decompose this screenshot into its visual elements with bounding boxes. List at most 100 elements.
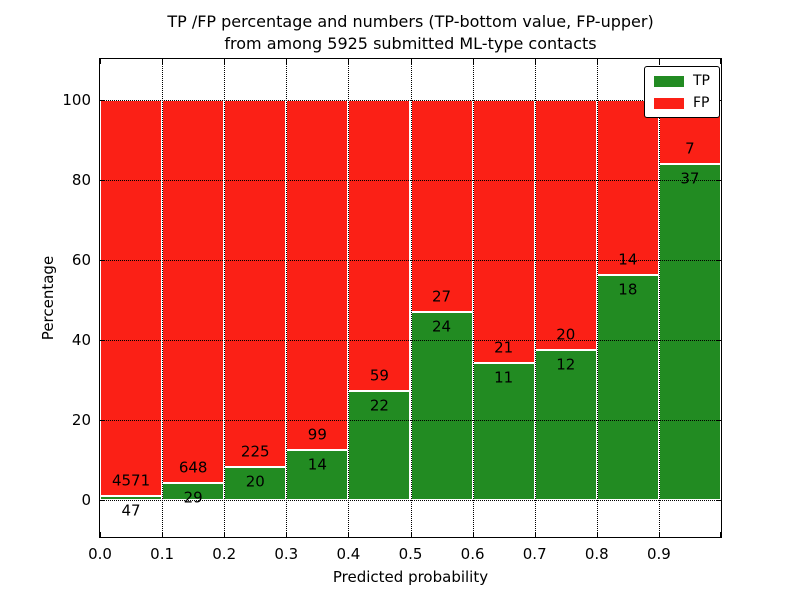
tp-count-label: 12 [556, 355, 576, 374]
y-tick-mark [716, 180, 721, 181]
x-tick-mark [410, 532, 412, 537]
chart-title-line2: from among 5925 submitted ML-type contac… [224, 34, 597, 53]
tp-count-label: 14 [307, 455, 327, 474]
fp-count-label: 27 [432, 287, 452, 306]
x-tick-mark [162, 59, 164, 64]
bar-segment-tp [224, 467, 287, 500]
legend-entry: TP [654, 74, 710, 88]
tp-count-label: 47 [121, 501, 141, 520]
x-tick-mark [472, 59, 474, 64]
y-tick-label: 80 [71, 171, 91, 189]
bar-segment-tp [596, 275, 659, 500]
v-gridline [472, 59, 474, 537]
x-tick-mark [720, 59, 721, 64]
x-tick-label: 0.8 [584, 545, 609, 563]
x-axis-label: Predicted probability [332, 568, 489, 586]
legend: TP FP [644, 66, 720, 118]
v-gridline [224, 59, 226, 537]
bar-segment-tp [100, 495, 163, 500]
y-tick-mark [100, 500, 105, 501]
legend-entry-label: FP [693, 95, 710, 111]
fp-count-label: 4571 [111, 471, 151, 490]
x-tick-mark [596, 59, 598, 64]
y-tick-label: 20 [71, 411, 91, 429]
v-gridline [534, 59, 536, 537]
x-tick-label: 0.7 [522, 545, 547, 563]
x-tick-label: 0.1 [150, 545, 175, 563]
x-tick-label: 0.6 [460, 545, 485, 563]
x-tick-mark [224, 532, 226, 537]
tp-count-label: 18 [618, 280, 638, 299]
bar-segment-fp [410, 100, 473, 312]
x-tick-mark [100, 532, 101, 537]
y-tick-mark [716, 500, 721, 501]
y-tick-mark [716, 340, 721, 341]
bar-segment-fp [100, 100, 163, 496]
y-tick-mark [100, 340, 105, 341]
x-tick-mark [162, 532, 164, 537]
bar-segment-fp [348, 100, 411, 392]
chart-title: TP /FP percentage and numbers (TP-bottom… [99, 11, 722, 55]
v-gridline [410, 59, 412, 537]
legend-entry: FP [654, 96, 710, 110]
x-tick-mark [100, 59, 101, 64]
bar-segment-fp [596, 100, 659, 275]
chart-title-line1: TP /FP percentage and numbers (TP-bottom… [167, 12, 654, 31]
tp-count-label: 20 [245, 472, 265, 491]
x-tick-label: 0.2 [212, 545, 237, 563]
x-tick-mark [534, 532, 536, 537]
bar-segment-fp [162, 100, 225, 483]
fp-count-label: 59 [369, 366, 389, 385]
x-tick-label: 0.4 [336, 545, 361, 563]
x-tick-label: 0.5 [398, 545, 423, 563]
fp-count-label: 225 [240, 442, 270, 461]
v-gridline [162, 59, 164, 537]
y-tick-mark [100, 420, 105, 421]
plot-area: TP FP 4571 47 648 29 225 20 99 14 59 22 27 24 21 11 20 1… [99, 58, 722, 538]
x-tick-mark [472, 532, 474, 537]
fp-count-label: 21 [494, 338, 514, 356]
x-tick-mark [720, 532, 721, 537]
v-gridline [596, 59, 598, 537]
fp-count-label: 20 [556, 325, 576, 344]
y-tick-label: 0 [81, 491, 91, 509]
x-tick-mark [286, 532, 288, 537]
x-tick-mark [286, 59, 288, 64]
tp-count-label: 24 [432, 317, 452, 336]
y-tick-mark [100, 260, 105, 261]
y-tick-mark [716, 420, 721, 421]
v-gridline [658, 59, 660, 537]
y-tick-label: 60 [71, 251, 91, 269]
bar-segment-tp [286, 450, 349, 500]
fp-count-label: 648 [178, 458, 208, 477]
y-tick-label: 100 [62, 91, 91, 109]
x-tick-label: 0.9 [646, 545, 671, 563]
x-tick-label: 0.3 [274, 545, 299, 563]
tp-swatch-icon [654, 75, 684, 87]
fp-count-label: 99 [307, 425, 327, 444]
tp-count-label: 37 [680, 169, 700, 188]
tp-count-label: 29 [183, 488, 203, 507]
y-tick-mark [716, 260, 721, 261]
legend-entry-label: TP [693, 73, 710, 89]
bar-segment-fp [534, 100, 597, 350]
x-tick-mark [534, 59, 536, 64]
bar-segment-tp [658, 163, 721, 500]
v-gridline [286, 59, 288, 537]
tp-count-label: 22 [369, 396, 389, 415]
bar-segment-fp [472, 100, 535, 363]
x-tick-mark [348, 59, 350, 64]
x-tick-mark [658, 59, 660, 64]
x-tick-mark [224, 59, 226, 64]
x-tick-mark [348, 532, 350, 537]
v-gridline [348, 59, 350, 537]
x-tick-label: 0.0 [88, 545, 112, 563]
bar-segment-fp [224, 100, 287, 468]
x-tick-mark [596, 532, 598, 537]
x-tick-mark [658, 532, 660, 537]
x-tick-mark [410, 59, 412, 64]
fp-count-label: 14 [618, 250, 638, 269]
y-tick-label: 40 [71, 331, 91, 349]
y-tick-mark [100, 180, 105, 181]
